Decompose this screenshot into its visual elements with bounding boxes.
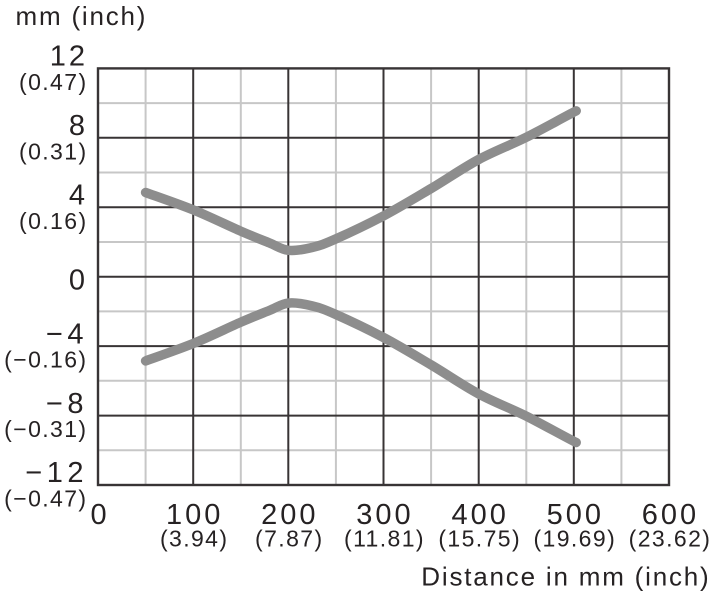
svg-text:Distance in mm (inch): Distance in mm (inch) bbox=[421, 562, 710, 592]
svg-text:(0.47): (0.47) bbox=[19, 69, 87, 95]
svg-text:(0.16): (0.16) bbox=[19, 208, 87, 234]
svg-text:300: 300 bbox=[356, 499, 413, 531]
svg-text:(7.87): (7.87) bbox=[255, 526, 323, 552]
svg-text:−8: −8 bbox=[46, 388, 88, 420]
svg-text:400: 400 bbox=[452, 499, 509, 531]
svg-text:(19.69): (19.69) bbox=[533, 526, 616, 552]
svg-text:500: 500 bbox=[547, 499, 604, 531]
svg-text:12: 12 bbox=[50, 41, 88, 73]
svg-text:(11.81): (11.81) bbox=[344, 526, 425, 552]
svg-text:600: 600 bbox=[642, 499, 699, 531]
svg-text:(3.94): (3.94) bbox=[160, 526, 228, 552]
svg-text:0: 0 bbox=[91, 499, 110, 531]
svg-text:−12: −12 bbox=[25, 457, 88, 489]
svg-text:(−0.31): (−0.31) bbox=[4, 416, 87, 442]
svg-text:(23.62): (23.62) bbox=[629, 526, 711, 552]
svg-text:(−0.47): (−0.47) bbox=[4, 486, 87, 512]
svg-text:−4: −4 bbox=[46, 318, 88, 350]
svg-text:200: 200 bbox=[261, 499, 318, 531]
svg-text:4: 4 bbox=[69, 180, 88, 212]
svg-text:(−0.16): (−0.16) bbox=[4, 347, 87, 373]
svg-text:100: 100 bbox=[166, 499, 223, 531]
svg-text:(15.75): (15.75) bbox=[438, 526, 521, 552]
svg-text:0: 0 bbox=[69, 265, 88, 297]
svg-text:8: 8 bbox=[69, 110, 88, 142]
svg-text:mm (inch): mm (inch) bbox=[16, 1, 148, 31]
svg-text:(0.31): (0.31) bbox=[19, 138, 87, 164]
